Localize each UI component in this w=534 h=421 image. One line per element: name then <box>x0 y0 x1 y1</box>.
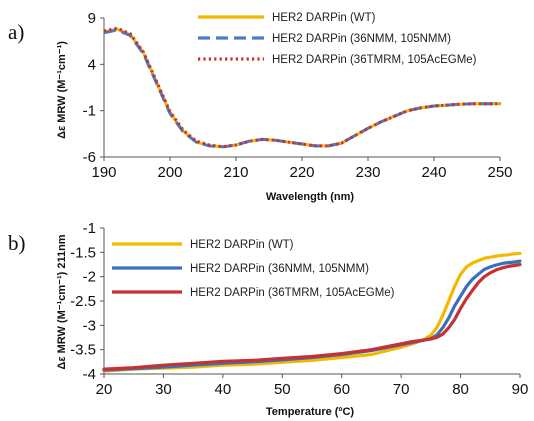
y-tick-label: -3.5 <box>70 342 96 359</box>
legend-label-1: HER2 DARPin (WT) <box>190 239 294 251</box>
panel-b-label: b) <box>8 231 26 255</box>
panel-a-y-axis-title: Δε MRW (M⁻¹cm⁻¹) <box>56 41 68 139</box>
series-line-2 <box>103 28 500 149</box>
panel-b-y-ticks: -1 -1.5 -2 -2.5 -3 -3.5 -4 <box>70 220 104 383</box>
x-tick-label: 200 <box>157 164 182 181</box>
panel-a-x-ticks: 190 200 210 220 230 240 250 <box>91 157 513 181</box>
x-tick-label: 80 <box>452 381 469 398</box>
x-tick-label: 190 <box>91 164 116 181</box>
x-tick-label: 220 <box>289 164 314 181</box>
x-tick-label: 50 <box>274 381 291 398</box>
y-tick-label: -6 <box>83 149 96 166</box>
x-tick-label: 210 <box>223 164 248 181</box>
x-tick-label: 60 <box>333 381 350 398</box>
x-tick-label: 240 <box>421 164 446 181</box>
panel-b-y-axis-title: Δε MRW (M⁻¹cm⁻¹) 211nm <box>56 234 68 369</box>
legend-label-1: HER2 DARPin (WT) <box>272 12 376 24</box>
panel-b: b) -1 -1.5 -2 -2.5 -3 -3.5 -4 20 30 40 50 60 70 80 90… <box>8 220 528 418</box>
panel-b-x-axis-title: Temperature (ºC) <box>266 406 354 418</box>
x-tick-label: 250 <box>487 164 512 181</box>
legend-label-2: HER2 DARPin (36NMM, 105NMM) <box>190 263 369 275</box>
legend-label-3: HER2 DARPin (36TMRM, 105AcEGMe) <box>272 54 477 66</box>
panel-b-x-ticks: 20 30 40 50 60 70 80 90 <box>96 374 529 398</box>
panel-a-legend: HER2 DARPin (WT) HER2 DARPin (36NMM, 105N… <box>198 12 477 66</box>
y-tick-label: -2.5 <box>70 293 96 310</box>
panel-a-y-ticks: 9 4 -1 -6 <box>83 10 104 166</box>
panel-a-series <box>102 26 502 149</box>
y-tick-label: 9 <box>88 10 96 27</box>
y-tick-label: -1 <box>83 103 96 120</box>
y-tick-label: 4 <box>88 56 96 73</box>
x-tick-label: 30 <box>155 381 172 398</box>
legend-label-3: HER2 DARPin (36TMRM, 105AcEGMe) <box>190 287 395 299</box>
y-tick-label: -4 <box>83 366 96 383</box>
panel-a: a) 9 4 -1 -6 190 200 210 220 230 240 250 Waveleng… <box>8 10 513 203</box>
series-line-1 <box>102 27 502 149</box>
series-line-1 <box>102 251 522 373</box>
series-line-3 <box>102 262 522 371</box>
legend-label-2: HER2 DARPin (36NMM, 105NMM) <box>272 33 451 45</box>
x-tick-label: 230 <box>355 164 380 181</box>
panel-a-x-axis-title: Wavelength (nm) <box>266 191 355 203</box>
x-tick-label: 40 <box>215 381 232 398</box>
x-tick-label: 90 <box>512 381 529 398</box>
x-tick-label: 70 <box>393 381 410 398</box>
y-tick-label: -1 <box>83 220 96 237</box>
series-line-3 <box>103 26 500 149</box>
panel-b-legend: HER2 DARPin (WT) HER2 DARPin (36NMM, 105N… <box>112 239 395 299</box>
y-tick-label: -2 <box>83 269 96 286</box>
panel-a-label: a) <box>8 20 24 44</box>
y-tick-label: -3 <box>83 317 96 334</box>
panel-b-series <box>102 251 522 373</box>
y-tick-label: -1.5 <box>70 244 96 261</box>
x-tick-label: 20 <box>96 381 113 398</box>
